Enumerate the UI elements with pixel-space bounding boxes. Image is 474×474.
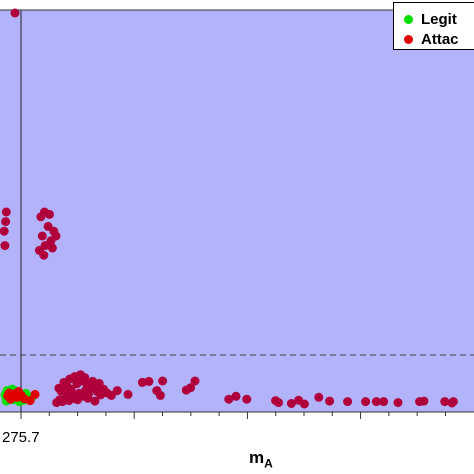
point-overlap xyxy=(314,392,324,402)
point-overlap xyxy=(54,383,64,393)
x-axis-label-sub: A xyxy=(264,456,273,471)
point-attack xyxy=(14,387,24,396)
legend-item-attack: Attac xyxy=(404,29,459,49)
legend-dot-attack xyxy=(404,34,413,44)
point-overlap xyxy=(112,386,122,396)
point-overlap xyxy=(155,390,165,400)
point-overlap xyxy=(37,231,47,241)
point-overlap xyxy=(51,231,61,241)
point-overlap xyxy=(393,398,403,408)
point-overlap xyxy=(63,388,72,398)
point-overlap xyxy=(83,393,93,403)
point-overlap xyxy=(1,217,11,227)
point-overlap xyxy=(325,396,335,406)
point-overlap xyxy=(294,395,304,405)
point-overlap xyxy=(0,226,9,236)
point-overlap xyxy=(45,209,54,219)
x-axis-ticks xyxy=(20,412,446,419)
outlier-point xyxy=(10,8,20,18)
point-attack xyxy=(25,396,35,406)
x-axis-label-main: m xyxy=(249,448,265,467)
point-overlap xyxy=(39,250,49,260)
point-overlap xyxy=(94,378,104,388)
legend-label-legit: Legit xyxy=(421,10,457,28)
point-overlap xyxy=(447,398,457,408)
point-overlap xyxy=(47,243,57,253)
point-overlap xyxy=(73,395,83,405)
legend: Legit Attac xyxy=(393,2,474,50)
x-tick-label: 275.7 xyxy=(2,429,40,446)
plot-background xyxy=(0,10,474,412)
point-overlap xyxy=(343,397,353,407)
x-axis-label: mA xyxy=(249,448,273,470)
point-overlap xyxy=(158,376,168,386)
point-overlap xyxy=(242,394,252,404)
point-overlap xyxy=(90,396,100,406)
point-overlap xyxy=(123,389,133,399)
legend-label-attack: Attac xyxy=(421,30,459,48)
point-overlap xyxy=(274,398,283,408)
data-points xyxy=(0,207,458,409)
point-overlap xyxy=(186,383,196,393)
point-overlap xyxy=(190,376,200,386)
point-overlap xyxy=(1,207,11,217)
point-overlap xyxy=(440,397,450,407)
legend-item-legit: Legit xyxy=(404,9,457,29)
point-overlap xyxy=(231,391,241,401)
legend-dot-legit xyxy=(404,14,413,24)
point-overlap xyxy=(224,394,234,404)
point-attack xyxy=(30,389,40,399)
point-overlap xyxy=(361,397,371,407)
point-attack xyxy=(4,388,14,398)
point-overlap xyxy=(419,396,429,406)
point-overlap xyxy=(379,397,389,407)
point-overlap xyxy=(286,399,296,408)
point-overlap xyxy=(371,397,381,407)
point-overlap xyxy=(80,373,90,383)
point-overlap xyxy=(0,241,10,251)
point-overlap xyxy=(144,376,154,386)
